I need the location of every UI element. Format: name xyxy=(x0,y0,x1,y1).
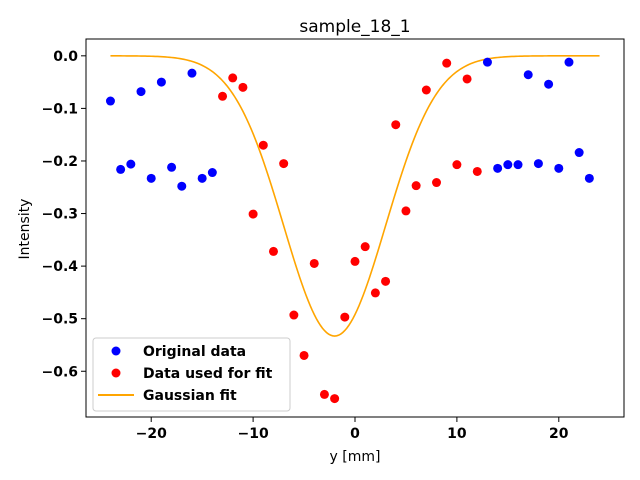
fit-data-point xyxy=(401,206,411,216)
fit-data-point xyxy=(472,166,482,176)
original-data-point xyxy=(187,68,197,78)
legend-label-original-data: Original data xyxy=(143,344,246,360)
y-tick-label: −0.1 xyxy=(41,101,78,117)
legend-marker-data-used-for-fit xyxy=(111,368,121,378)
fit-data-point xyxy=(238,82,248,92)
fit-data-point xyxy=(391,120,401,130)
original-data-point xyxy=(126,159,136,169)
fit-data-point xyxy=(330,394,340,404)
original-data-point xyxy=(533,159,543,169)
fit-data-point xyxy=(442,58,452,68)
points-layer xyxy=(105,57,594,404)
original-data-point xyxy=(493,163,503,173)
x-tick-label: 20 xyxy=(549,426,569,442)
fit-data-point xyxy=(289,310,299,320)
original-data-point xyxy=(146,173,156,183)
original-data-point xyxy=(503,160,513,170)
original-data-point xyxy=(564,57,574,67)
fit-data-point xyxy=(279,159,289,169)
fit-data-point xyxy=(299,350,309,360)
original-data-point xyxy=(584,173,594,183)
chart-title: sample_18_1 xyxy=(299,17,410,37)
original-data-point xyxy=(207,168,217,178)
original-data-point xyxy=(554,163,564,173)
fit-data-point xyxy=(340,312,350,322)
gaussian-fit-line xyxy=(110,55,600,337)
x-tick-label: 10 xyxy=(447,426,467,442)
fit-data-point xyxy=(360,242,370,252)
fit-data-point xyxy=(268,246,278,256)
original-data-point xyxy=(523,70,533,80)
fit-layer xyxy=(110,55,600,337)
y-tick-label: −0.5 xyxy=(41,312,78,328)
original-data-point xyxy=(574,148,584,158)
original-data-point xyxy=(177,181,187,191)
x-tick-label: −20 xyxy=(136,426,167,442)
y-tick-label: −0.4 xyxy=(41,259,78,275)
fit-data-point xyxy=(462,74,472,84)
original-data-point xyxy=(544,79,554,89)
y-tick-label: −0.3 xyxy=(41,207,78,223)
y-tick-label: −0.2 xyxy=(41,154,78,170)
y-tick-label: 0.0 xyxy=(53,49,78,65)
fit-data-point xyxy=(452,160,462,170)
fit-data-point xyxy=(350,256,360,266)
original-data-point xyxy=(167,162,177,172)
y-tick-label: −0.6 xyxy=(41,364,78,380)
fit-data-point xyxy=(309,258,319,268)
fit-data-point xyxy=(381,276,391,286)
original-data-point xyxy=(105,96,115,106)
original-data-point xyxy=(513,160,523,170)
legend-marker-original-data xyxy=(111,346,121,356)
legend: Original data Data used for fit Gaussian… xyxy=(92,337,291,412)
fit-data-point xyxy=(432,178,442,188)
legend-label-data-used-for-fit: Data used for fit xyxy=(143,366,273,382)
fit-data-point xyxy=(421,85,431,95)
fit-data-point xyxy=(258,140,268,150)
fit-data-point xyxy=(411,181,421,191)
original-data-point xyxy=(136,87,146,97)
original-data-point xyxy=(116,164,126,174)
fit-data-point xyxy=(370,288,380,298)
legend-box xyxy=(92,337,291,412)
x-tick-label: −10 xyxy=(237,426,268,442)
y-axis: 0.0 −0.1 −0.2 −0.3 −0.4 −0.5 −0.6 xyxy=(41,49,86,380)
fit-data-point xyxy=(248,209,258,219)
y-axis-label: Intensity xyxy=(17,199,33,260)
x-tick-label: 0 xyxy=(350,426,360,442)
fit-data-point xyxy=(218,91,228,101)
original-data-point xyxy=(156,77,166,87)
legend-label-gaussian-fit: Gaussian fit xyxy=(143,388,237,404)
fit-data-point xyxy=(228,73,238,83)
fit-data-point xyxy=(319,389,329,399)
x-axis: −20 −10 0 10 20 xyxy=(136,417,569,442)
original-data-point xyxy=(197,173,207,183)
x-axis-label: y [mm] xyxy=(330,449,381,465)
original-data-point xyxy=(482,57,492,67)
